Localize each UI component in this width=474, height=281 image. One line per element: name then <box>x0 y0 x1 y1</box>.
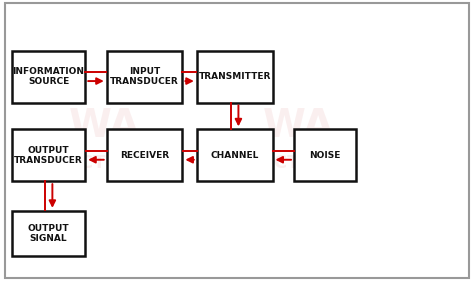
Text: WA: WA <box>69 107 140 146</box>
Bar <box>107 51 182 103</box>
Text: INPUT
TRANSDUCER: INPUT TRANSDUCER <box>110 67 179 86</box>
Bar <box>197 51 273 103</box>
Bar <box>107 129 182 181</box>
Bar <box>294 129 356 181</box>
Text: OUTPUT
TRANSDUCER: OUTPUT TRANSDUCER <box>14 146 83 165</box>
Text: TRANSMITTER: TRANSMITTER <box>199 72 271 81</box>
Text: NOISE: NOISE <box>309 151 340 160</box>
Bar <box>12 129 85 181</box>
Text: ELECTRICAL: ELECTRICAL <box>44 154 164 172</box>
Text: INFORMATION
SOURCE: INFORMATION SOURCE <box>13 67 84 86</box>
Text: RECEIVER: RECEIVER <box>120 151 169 160</box>
Text: OUTPUT
SIGNAL: OUTPUT SIGNAL <box>28 223 69 243</box>
Text: ELECTRICAL: ELECTRICAL <box>238 154 359 172</box>
Text: CHANNEL: CHANNEL <box>210 151 259 160</box>
Text: WA: WA <box>263 107 334 146</box>
Bar <box>12 51 85 103</box>
Bar <box>12 211 85 256</box>
Bar <box>197 129 273 181</box>
